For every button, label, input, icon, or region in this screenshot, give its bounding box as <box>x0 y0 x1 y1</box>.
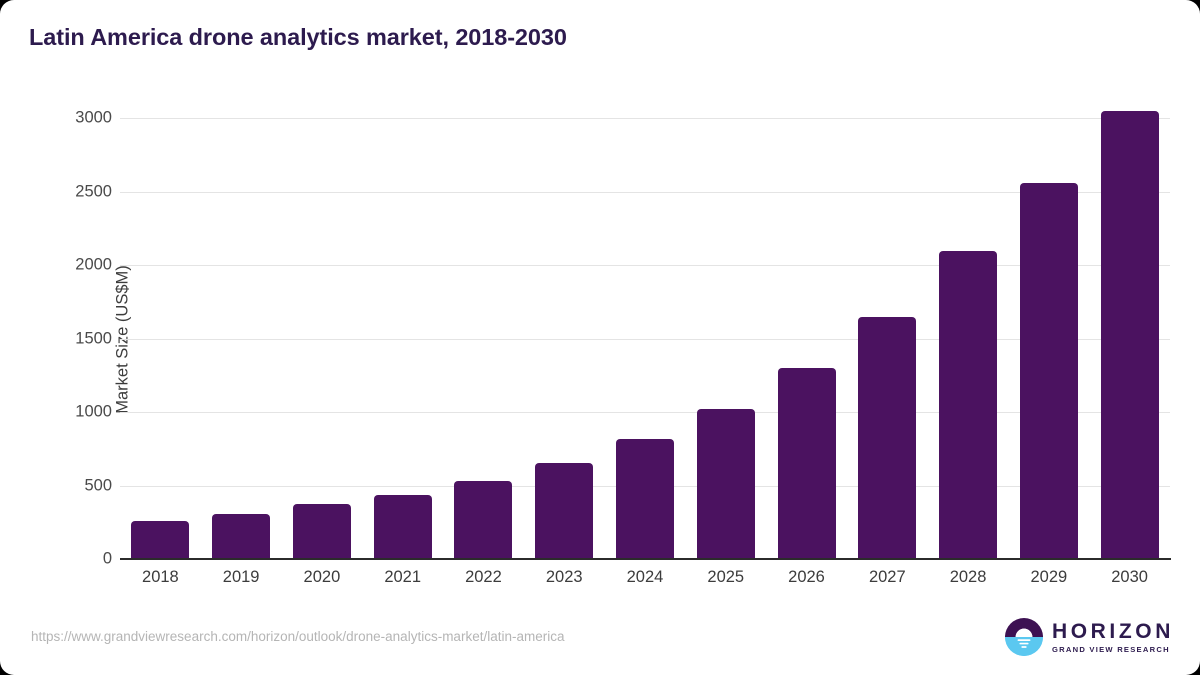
bars-layer <box>120 111 1170 559</box>
bar-2023[interactable] <box>535 463 594 559</box>
x-axis-tick-label: 2022 <box>465 568 502 586</box>
horizon-wordmark: HORIZON <box>1051 619 1174 643</box>
bar-2028[interactable] <box>939 250 998 559</box>
gridline <box>120 338 1170 340</box>
bar-2030[interactable] <box>1100 111 1159 559</box>
x-axis-tick-label: 2027 <box>868 568 906 586</box>
x-axis-tick-label: 2023 <box>545 568 583 586</box>
x-axis-tick-label: 2021 <box>384 568 422 586</box>
x-axis-tick-label: 2030 <box>1111 568 1148 586</box>
bar-2027[interactable] <box>858 316 917 559</box>
bar-2026[interactable] <box>777 367 836 559</box>
x-axis-line <box>120 558 1171 560</box>
bar-2029[interactable] <box>1019 183 1078 559</box>
horizon-logo: HORIZON GRAND VIEW RESEARCH <box>1004 616 1174 658</box>
gridline <box>120 412 1170 413</box>
y-axis-tick-label: 2500 <box>75 182 112 200</box>
bar-2024[interactable] <box>616 439 674 559</box>
x-axis-tick-label: 2025 <box>707 568 745 586</box>
gridline <box>120 118 1170 119</box>
bar-2021[interactable] <box>373 494 432 559</box>
bar-2022[interactable] <box>454 481 513 559</box>
source-url[interactable]: https://www.grandviewresearch.com/horizo… <box>31 629 565 644</box>
y-axis-tick-label: 0 <box>102 549 112 568</box>
y-axis-tick-label: 2000 <box>75 255 112 274</box>
gridline <box>120 191 1170 193</box>
x-axis-tick-label: 2020 <box>303 568 341 586</box>
x-axis-tick-label: 2018 <box>142 568 179 586</box>
horizon-logo-text: HORIZON GRAND VIEW RESEARCH <box>1052 621 1174 654</box>
x-axis-tick-label: 2019 <box>222 568 260 586</box>
x-axis-tick-label: 2029 <box>1030 568 1068 586</box>
page-title: Latin America drone analytics market, 20… <box>29 24 567 50</box>
y-axis-tick-label: 1000 <box>75 402 112 421</box>
bar-2020[interactable] <box>292 504 351 559</box>
y-axis-tick-label: 1500 <box>75 329 112 347</box>
horizon-logo-mark-icon <box>1004 618 1043 656</box>
x-axis-tick-label: 2028 <box>949 568 987 586</box>
horizon-tagline: GRAND VIEW RESEARCH <box>1051 644 1170 654</box>
x-axis-tick-label: 2024 <box>626 568 664 586</box>
bar-2025[interactable] <box>696 409 755 559</box>
y-axis-tick-label: 3000 <box>75 108 112 127</box>
x-axis-tick-label: 2026 <box>788 568 825 586</box>
y-axis-tick-label: 500 <box>84 476 112 494</box>
bar-2018[interactable] <box>131 521 190 559</box>
gridline <box>120 265 1170 266</box>
bar-2019[interactable] <box>212 514 271 559</box>
